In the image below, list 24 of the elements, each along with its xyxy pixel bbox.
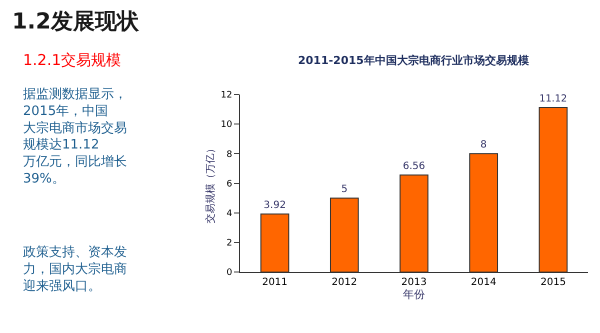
x-tick-label: 2013 — [401, 277, 427, 288]
y-tick-label: 6 — [226, 179, 232, 190]
y-tick-label: 10 — [220, 120, 232, 130]
x-tick-label: 2015 — [540, 277, 566, 288]
data-label: 3.92 — [264, 200, 286, 212]
x-tick-label: 2014 — [470, 277, 496, 288]
y-tick-label: 12 — [220, 90, 232, 101]
y-tick-label: 4 — [226, 209, 232, 220]
y-axis-title: 交易规模（万亿） — [204, 143, 217, 224]
x-tick-label: 2012 — [332, 277, 358, 288]
text: 政策支持、资本发力，国内大宗电商迎来强风口。 — [23, 245, 127, 294]
chart-title: 1.2发展现状 — [12, 10, 140, 35]
y-tick-label: 0 — [226, 268, 232, 278]
chart-subtitle: 2011-2015年中国大宗电商行业市场交易规模 — [298, 54, 530, 67]
y-tick-label: 2 — [226, 238, 232, 249]
x-axis-title: 年份 — [403, 288, 425, 302]
x-tick-label: 2011 — [262, 277, 288, 288]
text: 1.2.1交易规模 — [23, 51, 122, 69]
text: 据监测数据显示，2015年，中国大宗电商市场交易规模达11.12万亿元，同比增长39%。 — [23, 87, 127, 186]
data-label: 5 — [341, 184, 348, 196]
data-label: 11.12 — [539, 94, 568, 105]
data-label: 8 — [480, 140, 487, 151]
y-tick-label: 8 — [226, 150, 232, 160]
data-label: 6.56 — [402, 160, 426, 172]
